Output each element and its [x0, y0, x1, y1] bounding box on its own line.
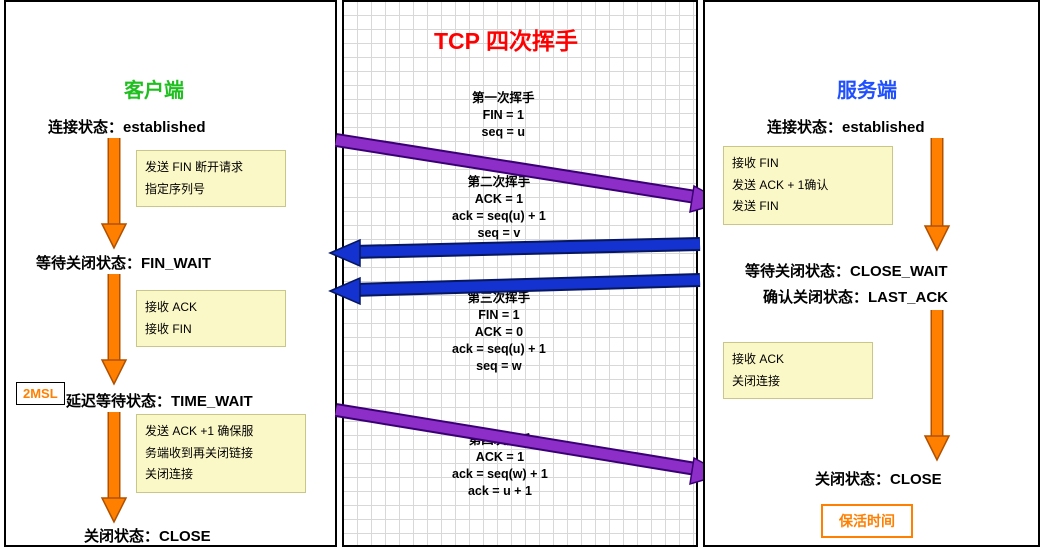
- client-header: 客户端: [124, 74, 184, 103]
- note-line: 发送 ACK + 1确认: [732, 175, 884, 197]
- msg-4: 第四次挥手 ACK = 1 ack = seq(w) + 1 ack = u +…: [452, 432, 548, 500]
- message-panel: TCP 四次挥手 第一次挥手 FIN = 1 seq = u 第二次挥手 ACK…: [342, 0, 698, 547]
- msg-line: ACK = 1: [452, 191, 546, 208]
- msg-line: FIN = 1: [452, 307, 546, 324]
- note-line: 指定序列号: [145, 179, 277, 201]
- note-line: 关闭连接: [145, 464, 297, 486]
- msg-line: ack = u + 1: [452, 483, 548, 500]
- client-panel: 客户端 连接状态：established 等待关闭状态：FIN_WAIT 延迟等…: [4, 0, 337, 547]
- msg-1: 第一次挥手 FIN = 1 seq = u: [472, 90, 535, 141]
- badge-2msl: 2MSL: [16, 382, 65, 405]
- client-state-3: 关闭状态：CLOSE: [84, 525, 211, 546]
- msg-line: 第二次挥手: [452, 174, 546, 191]
- note-line: 接收 FIN: [145, 319, 277, 341]
- note-line: 务端收到再关闭链接: [145, 443, 297, 465]
- client-note-2: 发送 ACK +1 确保服 务端收到再关闭链接 关闭连接: [136, 414, 306, 493]
- msg-2: 第二次挥手 ACK = 1 ack = seq(u) + 1 seq = v: [452, 174, 546, 242]
- msg-line: ack = seq(u) + 1: [452, 208, 546, 225]
- note-line: 发送 FIN 断开请求: [145, 157, 277, 179]
- server-note-0: 接收 FIN 发送 ACK + 1确认 发送 FIN: [723, 146, 893, 225]
- msg-line: 第一次挥手: [472, 90, 535, 107]
- msg-line: seq = w: [452, 358, 546, 375]
- note-line: 接收 ACK: [732, 349, 864, 371]
- msg-line: 第四次挥手: [452, 432, 548, 449]
- server-panel: 服务端 连接状态：established 等待关闭状态：CLOSE_WAIT 确…: [703, 0, 1040, 547]
- note-line: 关闭连接: [732, 371, 864, 393]
- msg-line: seq = v: [452, 225, 546, 242]
- msg-line: 第三次挥手: [452, 290, 546, 307]
- note-line: 发送 FIN: [732, 196, 884, 218]
- msg-line: ACK = 1: [452, 449, 548, 466]
- main-title: TCP 四次挥手: [434, 22, 578, 56]
- msg-line: seq = u: [472, 124, 535, 141]
- note-line: 发送 ACK +1 确保服: [145, 421, 297, 443]
- server-state-2: 确认关闭状态：LAST_ACK: [763, 286, 948, 307]
- client-note-1: 接收 ACK 接收 FIN: [136, 290, 286, 347]
- server-state-3: 关闭状态：CLOSE: [815, 468, 942, 489]
- server-header: 服务端: [837, 74, 897, 103]
- msg-3: 第三次挥手 FIN = 1 ACK = 0 ack = seq(u) + 1 s…: [452, 290, 546, 374]
- msg-line: ack = seq(w) + 1: [452, 466, 548, 483]
- server-state-1: 等待关闭状态：CLOSE_WAIT: [745, 260, 948, 281]
- msg-line: ack = seq(u) + 1: [452, 341, 546, 358]
- client-state-1: 等待关闭状态：FIN_WAIT: [36, 252, 211, 273]
- note-line: 接收 FIN: [732, 153, 884, 175]
- keepalive-box: 保活时间: [821, 504, 913, 538]
- msg-line: FIN = 1: [472, 107, 535, 124]
- note-line: 接收 ACK: [145, 297, 277, 319]
- client-note-0: 发送 FIN 断开请求 指定序列号: [136, 150, 286, 207]
- server-note-1: 接收 ACK 关闭连接: [723, 342, 873, 399]
- server-state-0: 连接状态：established: [767, 116, 925, 137]
- client-state-0: 连接状态：established: [48, 116, 206, 137]
- client-state-2: 延迟等待状态：TIME_WAIT: [66, 390, 253, 411]
- msg-line: ACK = 0: [452, 324, 546, 341]
